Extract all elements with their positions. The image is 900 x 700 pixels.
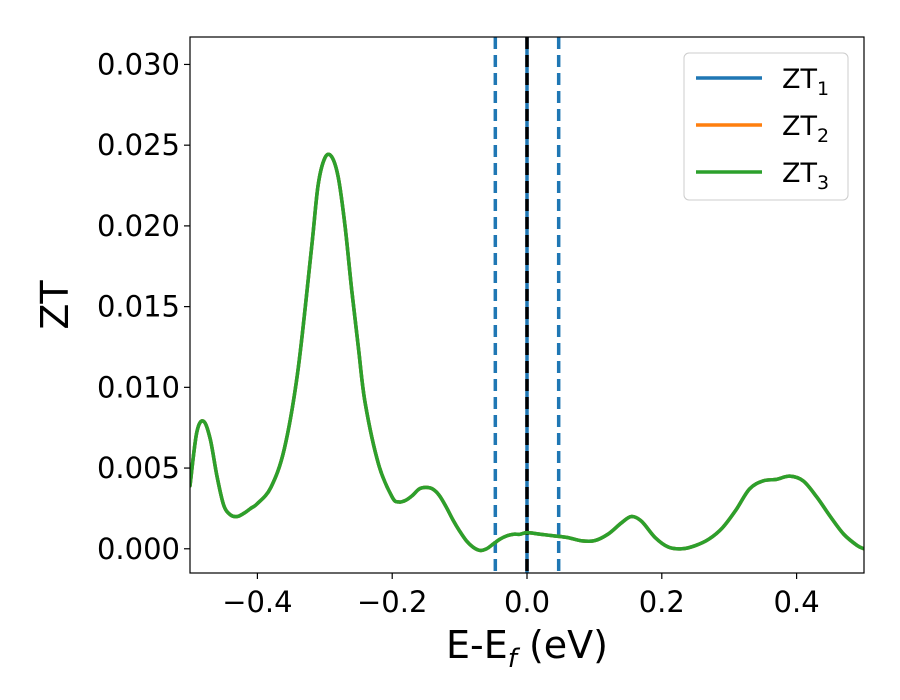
legend: ZT1 ZT2 ZT3 <box>683 52 849 201</box>
legend-label-zt2: ZT2 <box>782 111 829 147</box>
series-line-zt3 <box>190 152 864 553</box>
y-tick-label: 0.020 <box>97 209 180 243</box>
data-series <box>190 152 864 553</box>
x-axis-ticks: −0.4 −0.2 0.0 0.2 0.4 <box>222 573 820 619</box>
y-tick-label: 0.000 <box>97 532 180 566</box>
x-axis-label: E-Ef (eV) <box>446 623 608 674</box>
x-tick-label: 0.0 <box>504 585 550 619</box>
reference-lines <box>493 37 561 573</box>
x-tick-label: 0.4 <box>774 585 820 619</box>
y-tick-label: 0.030 <box>97 47 180 81</box>
y-tick-label: 0.015 <box>97 290 180 324</box>
y-tick-label: 0.025 <box>97 128 180 162</box>
y-tick-label: 0.005 <box>97 451 180 485</box>
y-tick-label: 0.010 <box>97 370 180 404</box>
x-tick-label: 0.2 <box>639 585 685 619</box>
x-tick-label: −0.2 <box>357 585 427 619</box>
y-axis-ticks: 0.000 0.005 0.010 0.015 0.020 0.025 0.030 <box>97 47 190 566</box>
legend-box <box>683 52 849 201</box>
legend-label-zt3: ZT3 <box>782 158 829 194</box>
y-axis-label: ZT <box>33 280 77 330</box>
legend-label-zt1: ZT1 <box>782 64 829 100</box>
x-tick-label: −0.4 <box>222 585 292 619</box>
